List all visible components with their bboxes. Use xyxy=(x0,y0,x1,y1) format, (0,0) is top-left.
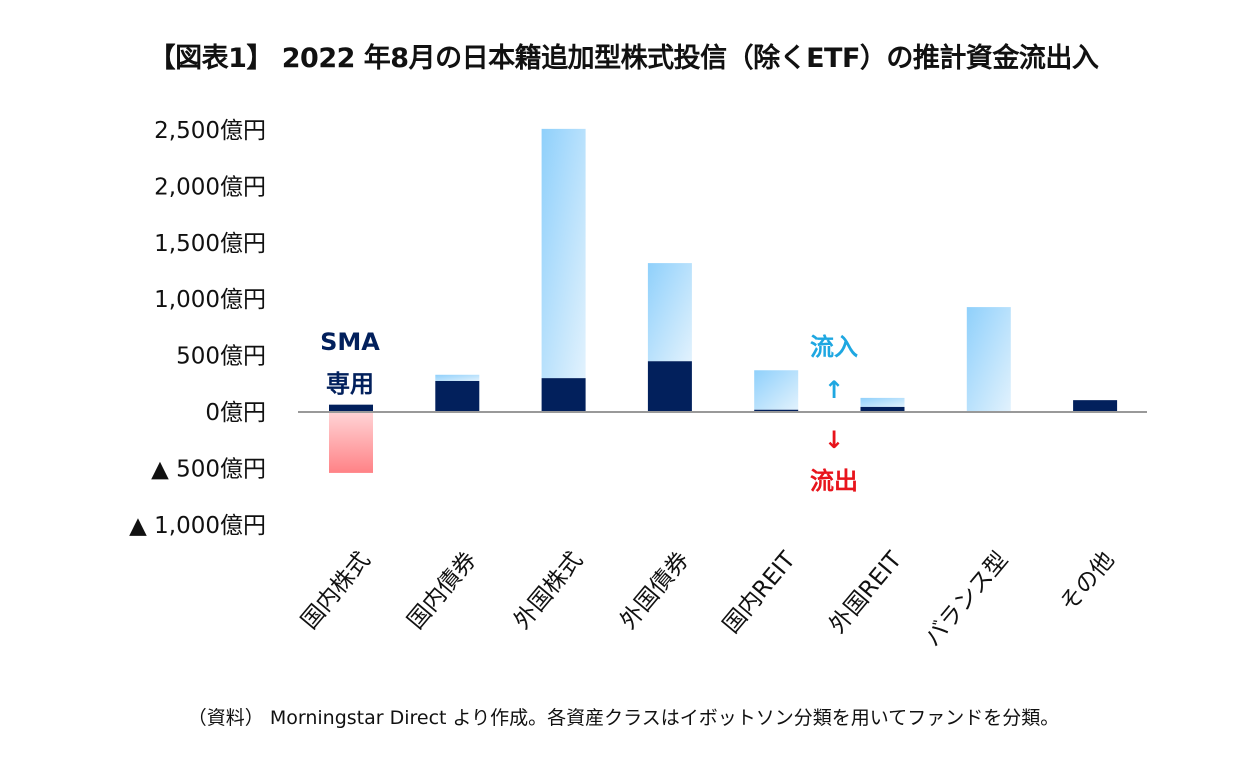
bar-chart: 2,500億円 2,000億円 1,500億円 1,000億円 500億円 0億円 ▲ 50… xyxy=(129,118,1147,652)
outflow-arrow-icon: ↓ xyxy=(824,426,844,454)
y-tick-label: 2,500億円 xyxy=(154,118,266,144)
y-tick-label: ▲ 1,000億円 xyxy=(129,513,266,539)
bar-inflow-other xyxy=(435,374,480,381)
x-axis-ticks: 国内株式 国内債券 外国株式 外国債券 国内REIT 外国REIT バランス型 その他 xyxy=(297,546,1120,651)
x-tick-label: その他 xyxy=(1055,547,1119,617)
sma-label-line2: 専用 xyxy=(326,370,374,398)
bars xyxy=(329,128,1118,473)
x-tick-label: 外国債券 xyxy=(615,547,694,634)
x-tick-label: 国内株式 xyxy=(297,547,376,634)
y-tick-label: 500億円 xyxy=(176,344,266,370)
x-tick-label: 国内債券 xyxy=(403,547,482,634)
x-tick-label: 国内REIT xyxy=(718,546,801,638)
outflow-label: 流出 xyxy=(810,467,858,495)
bar-sma xyxy=(1073,400,1118,412)
bar-sma xyxy=(860,406,905,412)
bar-inflow-other xyxy=(541,128,586,379)
bar-sma xyxy=(541,378,586,412)
inflow-arrow-icon: ↑ xyxy=(824,376,844,404)
y-tick-label: 0億円 xyxy=(205,400,266,426)
x-tick-label: 外国株式 xyxy=(509,547,588,634)
source-note: （資料） Morningstar Direct より作成。各資産クラスはイボット… xyxy=(187,707,1060,729)
x-tick-label: バランス型 xyxy=(920,547,1014,651)
chart-title: 【図表1】 2022 年8月の日本籍追加型株式投信（除くETF）の推計資金流出入 xyxy=(148,43,1099,74)
bar-sma xyxy=(647,361,692,412)
y-tick-label: 1,500億円 xyxy=(154,231,266,257)
y-tick-label: ▲ 500億円 xyxy=(151,456,266,482)
bar-sma xyxy=(435,380,480,412)
y-tick-label: 1,000億円 xyxy=(154,287,266,313)
bar-inflow-other xyxy=(647,263,692,362)
bar-inflow-other xyxy=(754,370,799,410)
x-tick-label: 外国REIT xyxy=(825,546,908,638)
sma-label-line1: SMA xyxy=(320,328,380,356)
bar-sma xyxy=(329,404,373,412)
bar-sma xyxy=(754,409,799,412)
bar-inflow-other xyxy=(966,307,1011,412)
y-tick-label: 2,000億円 xyxy=(154,174,266,200)
bar-outflow xyxy=(329,412,373,473)
y-axis-ticks: 2,500億円 2,000億円 1,500億円 1,000億円 500億円 0億円 ▲ 50… xyxy=(129,118,266,539)
bar-inflow-other xyxy=(860,397,905,407)
inflow-label: 流入 xyxy=(810,333,858,361)
